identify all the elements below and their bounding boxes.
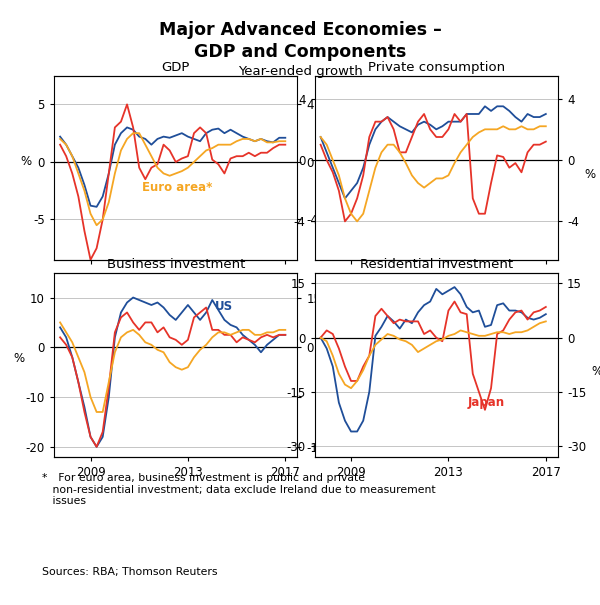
Title: GDP: GDP	[161, 62, 190, 74]
Y-axis label: %: %	[592, 365, 600, 378]
Text: * For euro area, business investment is public and private
   non-residential in: * For euro area, business investment is …	[42, 473, 436, 506]
Title: Private consumption: Private consumption	[368, 62, 505, 74]
Text: Year-ended growth: Year-ended growth	[238, 65, 362, 77]
Text: Japan: Japan	[468, 396, 505, 409]
Text: Sources: RBA; Thomson Reuters: Sources: RBA; Thomson Reuters	[42, 567, 218, 578]
Text: US: US	[215, 300, 233, 313]
Y-axis label: %: %	[13, 352, 25, 365]
Title: Residential investment: Residential investment	[359, 258, 513, 272]
Text: Euro area*: Euro area*	[142, 181, 212, 194]
Y-axis label: %: %	[21, 155, 32, 168]
Title: Business investment: Business investment	[107, 258, 245, 272]
Y-axis label: %: %	[584, 168, 596, 181]
Text: Major Advanced Economies –
GDP and Components: Major Advanced Economies – GDP and Compo…	[158, 21, 442, 61]
